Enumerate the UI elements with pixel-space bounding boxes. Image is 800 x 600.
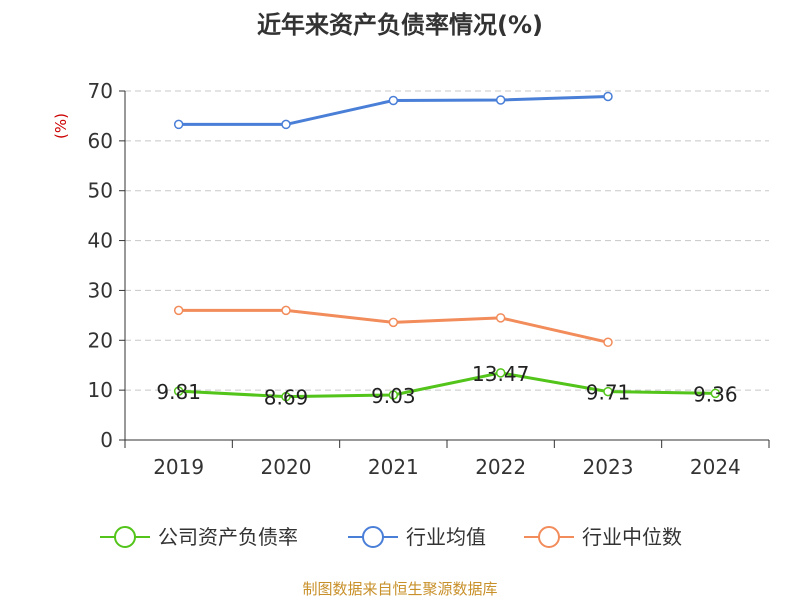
- x-tick-label: 2024: [690, 455, 741, 479]
- data-label: 9.36: [693, 382, 738, 406]
- x-tick-label: 2023: [583, 455, 634, 479]
- data-point: [173, 119, 184, 130]
- data-point: [388, 317, 399, 328]
- y-tick-labels: 0 10 20 30 40 50 60 70: [88, 79, 113, 452]
- y-tick-label: 70: [88, 79, 113, 103]
- y-tick-label: 0: [100, 428, 113, 452]
- data-point: [603, 386, 613, 397]
- data-point: [281, 391, 291, 402]
- x-tick-label: 2022: [475, 455, 526, 479]
- series: [173, 91, 721, 402]
- y-tick-label: 40: [88, 229, 113, 253]
- x-tick-labels: 2019 2020 2021 2022 2023 2024: [153, 455, 741, 479]
- data-point: [495, 313, 506, 323]
- y-tick-label: 10: [88, 378, 113, 402]
- data-point: [603, 337, 613, 348]
- data-point: [710, 388, 721, 399]
- data-point: [173, 386, 184, 396]
- data-label: 13.47: [472, 362, 529, 386]
- x-tick-label: 2019: [153, 455, 204, 479]
- grid: [125, 90, 769, 391]
- data-point: [495, 368, 506, 378]
- y-axis-label: (%): [52, 113, 70, 139]
- data-label: 9.03: [371, 384, 416, 408]
- legend-marker: [114, 526, 136, 548]
- y-tick-label: 30: [88, 278, 113, 302]
- y-tick-label: 60: [88, 129, 113, 153]
- y-tick-label: 50: [88, 179, 113, 203]
- data-point: [173, 305, 184, 316]
- series-2: [173, 305, 613, 348]
- data-point: [388, 390, 399, 400]
- legend-label: 行业均值: [406, 525, 486, 549]
- legend-item: 行业均值: [348, 525, 486, 549]
- data-point: [495, 95, 506, 105]
- legend-marker: [538, 526, 560, 548]
- series-line: [178, 371, 716, 399]
- legend-item: 公司资产负债率: [100, 525, 298, 549]
- legend: 公司资产负债率 行业均值 行业中位数: [100, 525, 682, 549]
- data-label: 9.81: [156, 380, 201, 404]
- y-tick-label: 20: [88, 328, 113, 352]
- x-tick-label: 2021: [368, 455, 419, 479]
- legend-label: 行业中位数: [582, 525, 682, 549]
- data-point: [281, 305, 291, 316]
- legend-item: 行业中位数: [524, 525, 682, 549]
- data-point: [388, 95, 399, 106]
- source-footer: 制图数据来自恒生聚源数据库: [302, 580, 498, 598]
- series-0: [173, 368, 721, 402]
- legend-label: 公司资产负债率: [158, 525, 298, 549]
- data-labels: 9.81 8.69 9.03 13.47 9.71 9.36: [156, 362, 737, 410]
- axes: [119, 90, 770, 448]
- data-label: 9.71: [586, 381, 631, 405]
- x-tick-label: 2020: [261, 455, 312, 479]
- chart-title: 近年来资产负债率情况(%): [257, 11, 543, 39]
- legend-marker: [362, 526, 384, 548]
- data-label: 8.69: [264, 386, 309, 410]
- series-1: [173, 91, 613, 130]
- data-point: [281, 119, 291, 130]
- data-point: [603, 91, 613, 102]
